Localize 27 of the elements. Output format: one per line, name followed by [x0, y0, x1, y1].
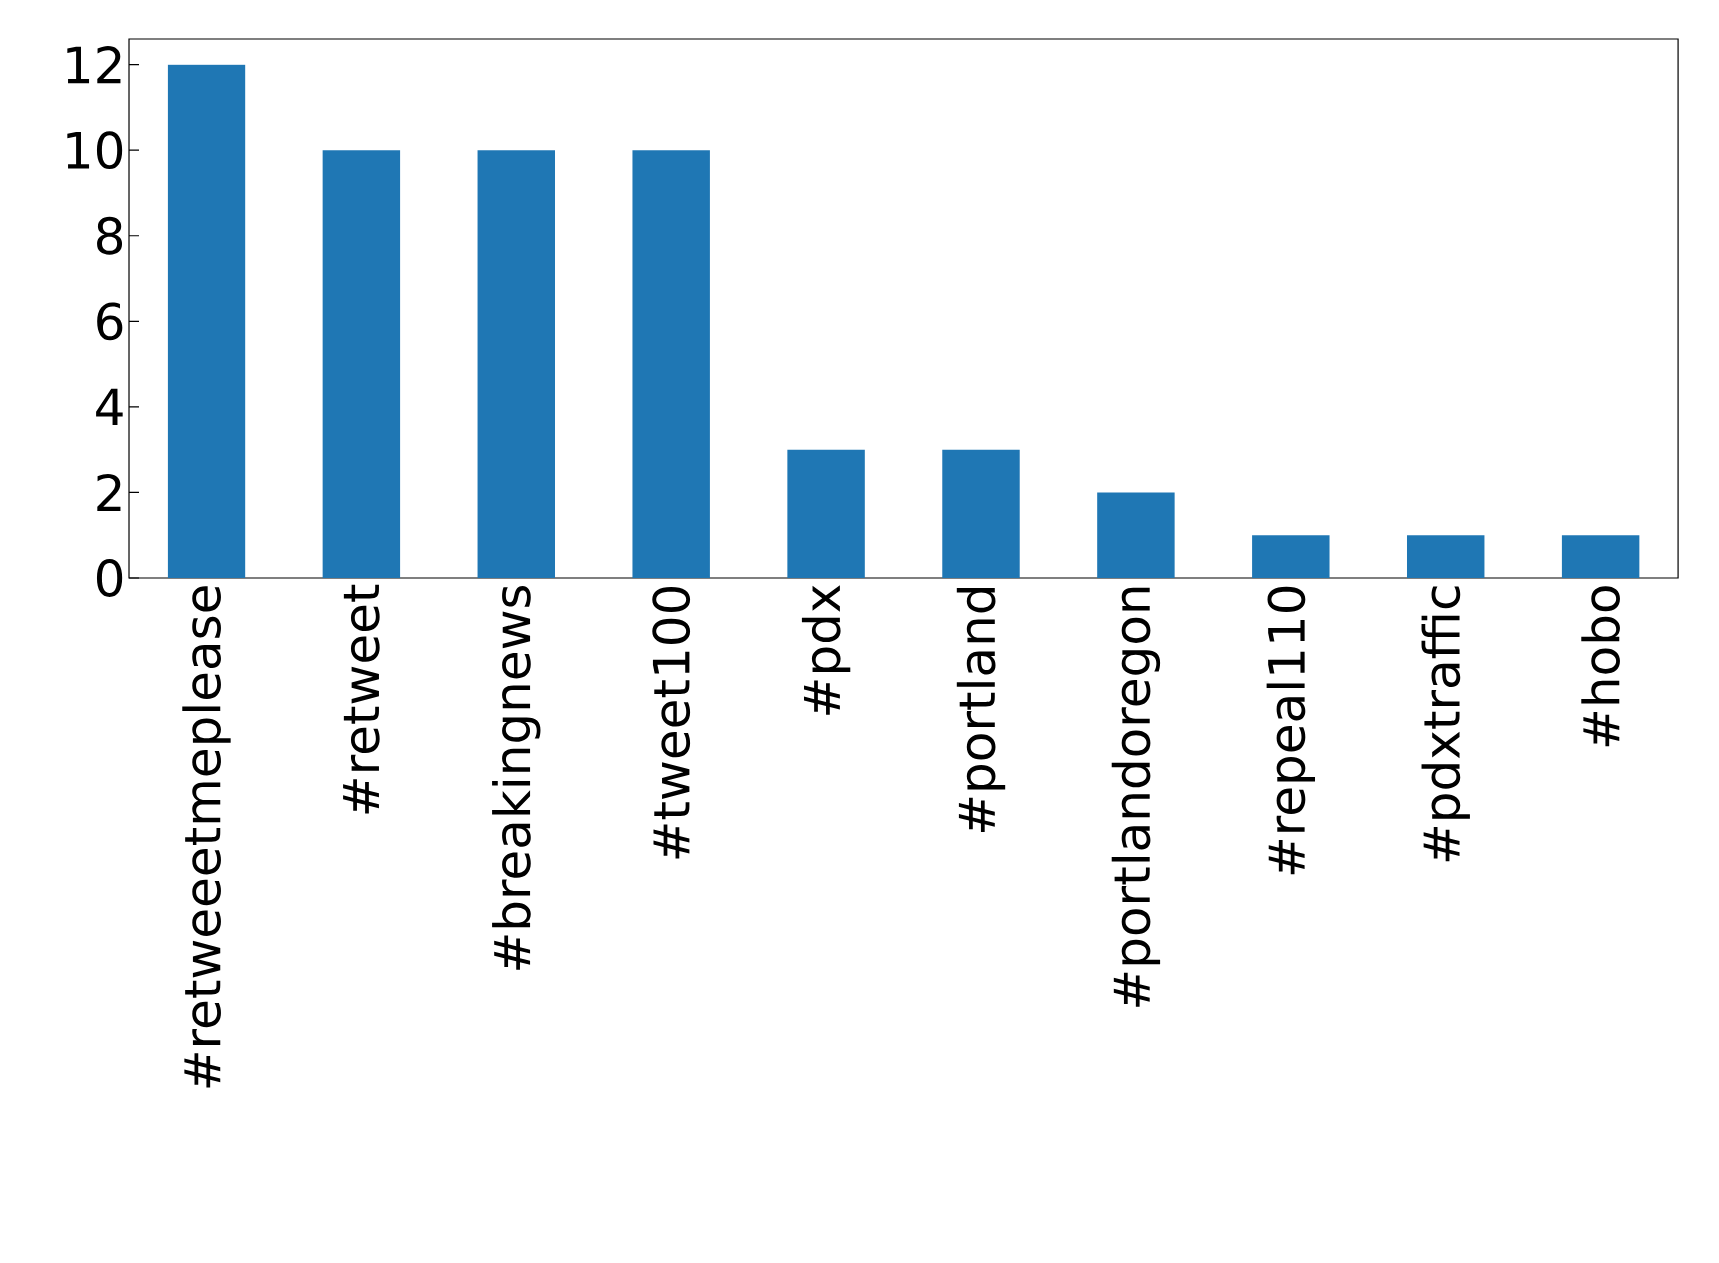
- y-tick-label: 0: [96, 559, 123, 597]
- bar: [787, 449, 865, 578]
- x-tick-label: #hobo: [1581, 586, 1620, 747]
- y-tick-label: 6: [97, 302, 123, 341]
- x-tick-label: #portlandoregon: [1111, 587, 1161, 1007]
- x-tick-label: #portland: [956, 588, 1006, 833]
- x-tick-label: #retweet: [343, 584, 380, 814]
- bar: [632, 150, 710, 578]
- bar: [1097, 492, 1175, 578]
- bar: [942, 449, 1020, 578]
- bar: [1407, 535, 1485, 578]
- y-tick-label: 8: [97, 216, 123, 255]
- bar: [1561, 535, 1640, 578]
- x-tick-label: #breakingnews: [492, 585, 541, 970]
- y-tick-label: 2: [97, 473, 121, 511]
- bar: [1252, 535, 1330, 578]
- x-tick-label: #repeal110: [1266, 586, 1316, 875]
- bar: [477, 150, 556, 578]
- y-tick-label: 4: [96, 388, 123, 426]
- x-tick-label: #pdxtraffic: [1421, 586, 1470, 862]
- bar: [167, 64, 246, 578]
- x-tick-label: #retweeetmeplease: [182, 586, 231, 1088]
- x-tick-label: #pdx: [801, 585, 851, 715]
- x-tick-label: #tweet100: [652, 586, 691, 859]
- y-tick-label: 10: [67, 131, 123, 170]
- bar: [322, 150, 401, 578]
- y-tick-label: 12: [67, 46, 121, 84]
